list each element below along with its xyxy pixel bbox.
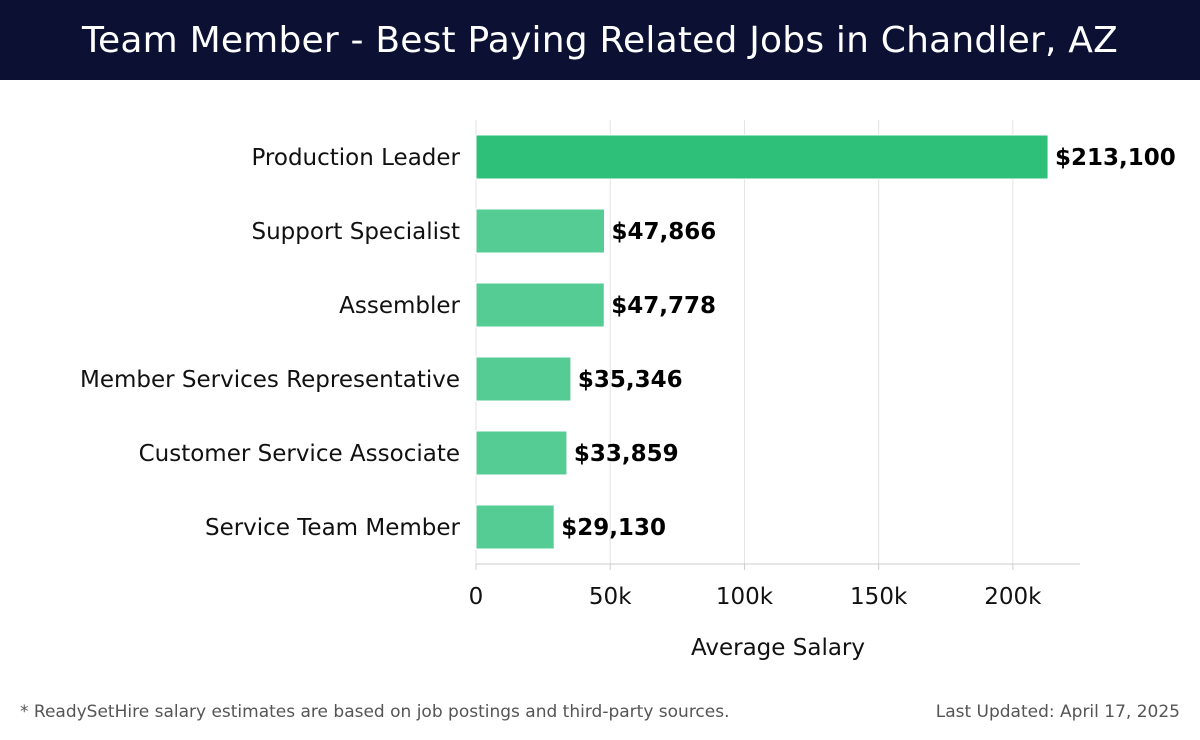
category-label: Production Leader	[251, 145, 460, 171]
x-tick-label: 50k	[589, 584, 632, 610]
category-label: Support Specialist	[252, 219, 461, 245]
x-axis-title: Average Salary	[691, 635, 865, 661]
bar	[475, 504, 555, 550]
footer-note: * ReadySetHire salary estimates are base…	[20, 702, 730, 722]
bar	[475, 208, 605, 254]
bar	[475, 282, 605, 328]
bar-chart: Production Leader $213,100 Support Special…	[80, 120, 1176, 661]
bar	[475, 430, 568, 476]
bar	[475, 134, 1049, 180]
chart-header: Team Member - Best Paying Related Jobs i…	[0, 0, 1200, 80]
category-label: Service Team Member	[205, 515, 461, 541]
category-label: Member Services Representative	[80, 367, 460, 393]
value-label: $47,778	[611, 293, 716, 319]
x-tick-label: 0	[469, 584, 484, 610]
grid-lines	[475, 120, 1014, 564]
category-label: Assembler	[339, 293, 460, 319]
value-label: $33,859	[574, 441, 679, 467]
x-tick-label: 200k	[984, 584, 1042, 610]
bar	[475, 356, 572, 402]
x-tick-label: 100k	[716, 584, 774, 610]
x-axis: 0 50k 100k 150k 200k	[469, 563, 1080, 610]
bars: Production Leader $213,100 Support Special…	[80, 134, 1176, 550]
value-label: $35,346	[578, 367, 683, 393]
value-label: $213,100	[1055, 145, 1176, 171]
category-label: Customer Service Associate	[139, 441, 460, 467]
x-tick-label: 150k	[850, 584, 908, 610]
value-label: $47,866	[611, 219, 716, 245]
value-label: $29,130	[561, 515, 666, 541]
last-updated: Last Updated: April 17, 2025	[935, 702, 1180, 722]
chart-title: Team Member - Best Paying Related Jobs i…	[81, 19, 1118, 61]
